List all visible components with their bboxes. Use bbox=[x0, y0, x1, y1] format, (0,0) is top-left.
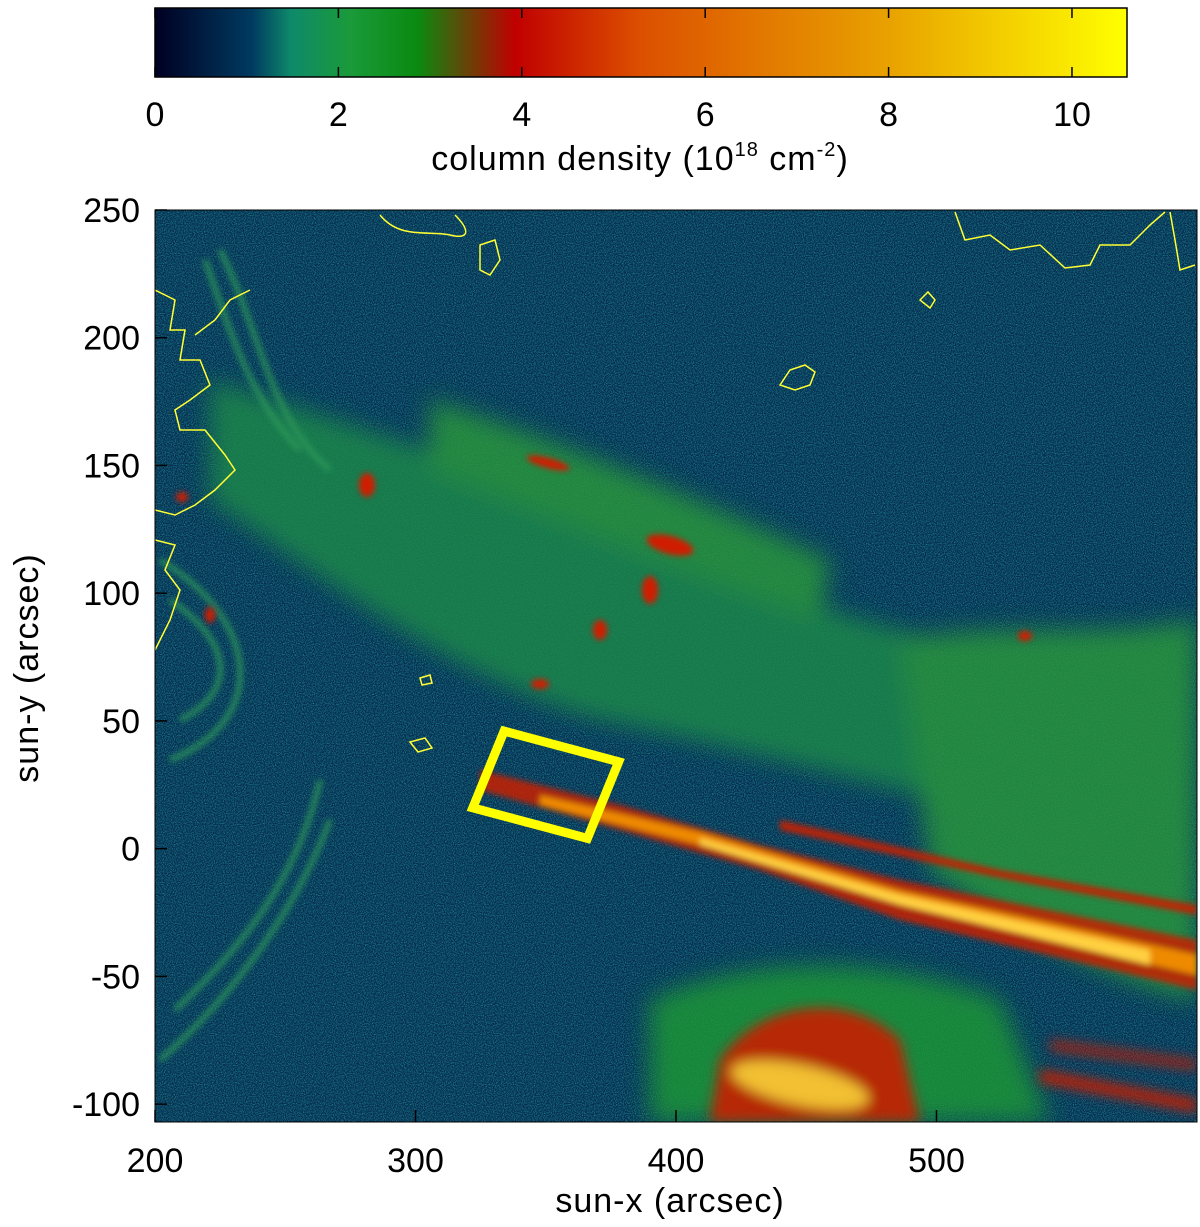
x-tick-label: 200 bbox=[127, 1142, 184, 1180]
x-axis-ticks: 200 300 400 500 bbox=[127, 1110, 965, 1180]
x-tick-label: 400 bbox=[648, 1142, 705, 1180]
x-tick-label: 300 bbox=[387, 1142, 444, 1180]
colorbar-tick-label: 4 bbox=[512, 96, 531, 134]
colorbar-tick-label: 2 bbox=[329, 96, 348, 134]
column-density-map bbox=[155, 210, 1197, 1122]
y-tick-label: 250 bbox=[83, 192, 140, 230]
y-axis-label: sun-y (arcsec) bbox=[8, 553, 46, 782]
contour-lines bbox=[155, 211, 1196, 753]
colorbar-ticks: 0 2 4 6 8 10 bbox=[146, 8, 1091, 134]
y-tick-label: 100 bbox=[83, 575, 140, 613]
x-tick-label: 500 bbox=[908, 1142, 965, 1180]
y-tick-label: 200 bbox=[83, 320, 140, 358]
y-tick-label: 150 bbox=[83, 447, 140, 485]
y-tick-label: 50 bbox=[102, 703, 140, 741]
y-tick-label: 0 bbox=[121, 831, 140, 869]
y-axis-ticks: 250 200 150 100 50 0 -50 -100 bbox=[72, 192, 167, 1124]
y-tick-label: -50 bbox=[91, 958, 140, 996]
colorbar-title: column density (1018 cm-2) bbox=[431, 139, 849, 178]
highlight-box bbox=[466, 725, 625, 844]
colorbar-tick-label: 0 bbox=[146, 96, 165, 134]
x-axis-label: sun-x (arcsec) bbox=[555, 1182, 784, 1220]
colorbar-gradient bbox=[154, 7, 1128, 78]
y-tick-label: -100 bbox=[72, 1086, 140, 1124]
colorbar: 0 2 4 6 8 10 column density (1018 cm-2) bbox=[146, 7, 1128, 178]
colorbar-tick-label: 6 bbox=[696, 96, 715, 134]
colorbar-tick-label: 8 bbox=[879, 96, 898, 134]
colorbar-tick-label: 10 bbox=[1053, 96, 1091, 134]
